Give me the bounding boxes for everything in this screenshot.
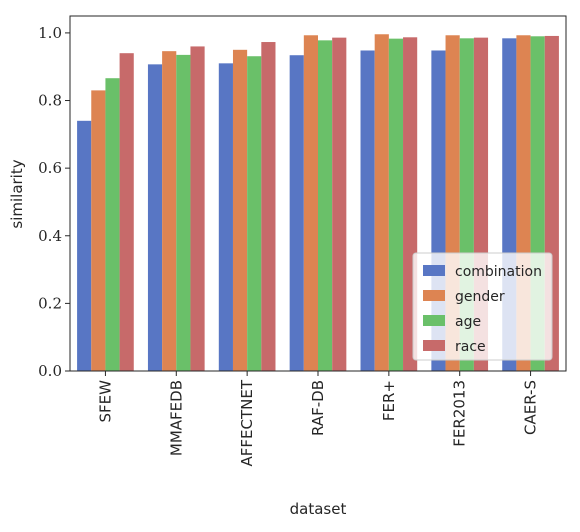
x-tick-label: FER2013 [451, 380, 469, 447]
bar-gender-sfew [91, 90, 106, 371]
y-tick-label: 0.2 [38, 294, 62, 312]
y-axis-title: similarity [8, 159, 26, 228]
legend-box [412, 252, 553, 361]
x-axis: SFEW MMAFEDB AFFECTNET RAF-DB FER+ FER2013 CAE… [96, 371, 540, 467]
legend-label-gender: gender [455, 289, 505, 305]
legend-label-age: age [455, 314, 481, 330]
bar-age-fer+ [388, 38, 404, 372]
bar-gender-affectnet [232, 49, 248, 372]
legend-swatch-combination [423, 265, 445, 276]
y-tick-label: 0.4 [38, 227, 62, 245]
bar-race-mmafedb [190, 46, 205, 372]
bar-gender-mmafedb [162, 51, 177, 372]
y-tick-label: 1.0 [38, 24, 62, 42]
bar-combination-raf-db [289, 55, 304, 371]
bar-combination-sfew [77, 120, 92, 371]
legend-swatch-race [423, 340, 445, 351]
y-tick-label: 0.0 [38, 362, 62, 380]
bar-combination-fer+ [360, 50, 375, 371]
bar-age-raf-db [318, 40, 333, 371]
legend-label-combination: combination [455, 264, 542, 280]
x-tick-label: CAER-S [522, 380, 540, 435]
bar-age-affectnet [247, 56, 262, 371]
bar-age-sfew [105, 78, 120, 371]
bar-combination-affectnet [218, 63, 233, 371]
bar-race-affectnet [261, 42, 276, 372]
x-tick-label: MMAFEDB [167, 380, 185, 456]
legend-label-race: race [455, 339, 486, 355]
bar-gender-fer+ [374, 34, 389, 371]
x-axis-title: dataset [290, 500, 347, 518]
x-tick-label: SFEW [96, 380, 114, 423]
y-tick-label: 0.8 [38, 92, 62, 110]
legend-swatch-gender [423, 290, 445, 301]
plot-frame [69, 15, 567, 372]
bar-race-sfew [119, 53, 134, 371]
x-tick-label: RAF-DB [309, 380, 327, 436]
x-tick-label: FER+ [380, 380, 398, 421]
y-axis: 0.0 0.2 0.4 0.6 0.8 1.0 [38, 24, 70, 380]
legend-swatch-age [423, 315, 445, 326]
legend: combination gender age race [412, 252, 553, 361]
y-tick-label: 0.6 [38, 159, 62, 177]
bar-age-mmafedb [176, 54, 191, 371]
bar-race-raf-db [332, 37, 347, 372]
bar-gender-raf-db [303, 35, 318, 372]
x-tick-label: AFFECTNET [238, 379, 256, 466]
bar-combination-mmafedb [147, 64, 163, 371]
